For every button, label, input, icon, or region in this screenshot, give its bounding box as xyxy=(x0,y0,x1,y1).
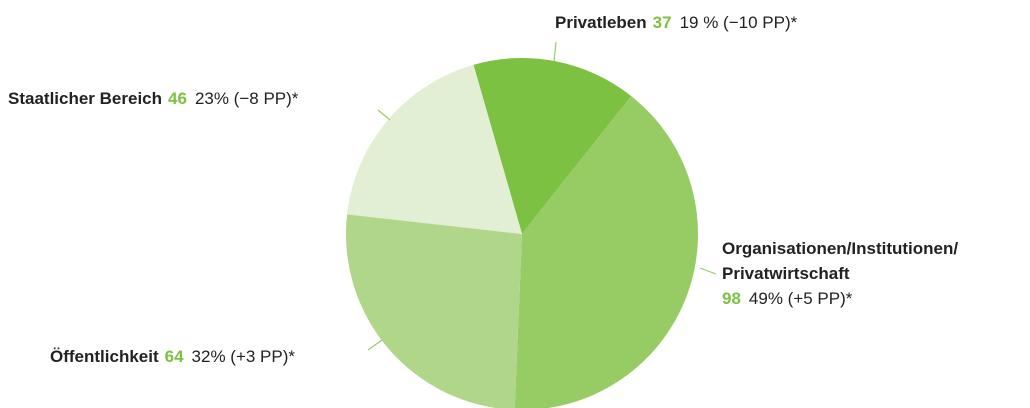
slice-label: Staatlicher Bereich 46 23% (−8 PP)* xyxy=(8,86,298,111)
value-label: 64 xyxy=(164,347,184,366)
value-label: 98 xyxy=(722,289,741,308)
leader-line xyxy=(553,41,557,63)
leader-line xyxy=(377,109,391,121)
pie-slice xyxy=(514,96,698,408)
value-label: 46 xyxy=(168,89,187,108)
slice-label: Öffentlichkeit 64 32% (+3 PP)* xyxy=(50,344,295,369)
pie-slice xyxy=(347,64,522,235)
category-name: Organisationen/Institutionen/ Privatwirt… xyxy=(722,239,959,283)
slice-label: Privatleben 37 19 % (−10 PP)* xyxy=(555,10,797,35)
share-label: 49% (+5 PP)* xyxy=(748,289,853,308)
slice-label: Organisationen/Institutionen/ Privatwirt… xyxy=(722,236,958,311)
pie-slice xyxy=(473,58,632,234)
category-name: Öffentlichkeit xyxy=(50,347,159,366)
pie-slice xyxy=(346,214,522,408)
share-label: 32% (+3 PP)* xyxy=(191,347,296,366)
leader-line xyxy=(367,339,383,351)
leader-line xyxy=(699,267,717,275)
category-name: Privatleben xyxy=(555,13,647,32)
share-label: 23% (−8 PP)* xyxy=(194,89,299,108)
value-label: 37 xyxy=(652,13,672,32)
share-label: 19 % (−10 PP)* xyxy=(679,13,798,32)
category-name: Staatlicher Bereich xyxy=(8,89,163,108)
